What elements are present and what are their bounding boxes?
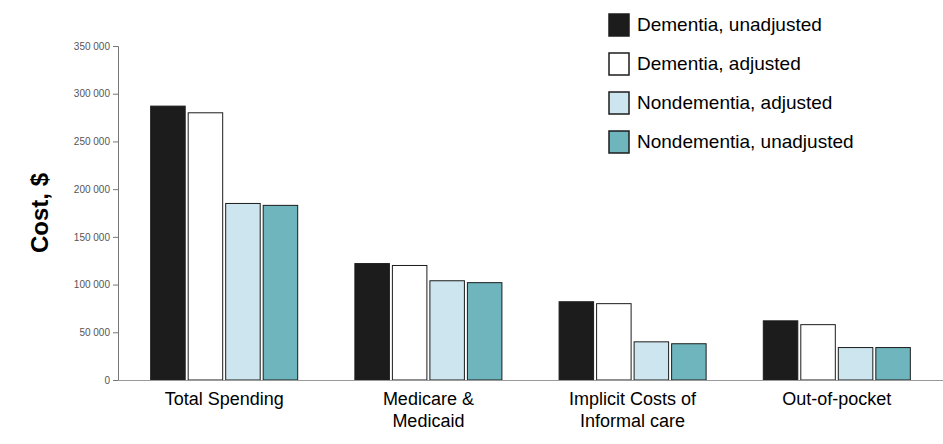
bar	[801, 325, 836, 380]
bar	[392, 265, 427, 380]
bar	[763, 321, 798, 380]
legend-label: Nondementia, unadjusted	[637, 131, 854, 152]
bar	[430, 281, 465, 380]
x-tick-label: Medicare &Medicaid	[383, 389, 474, 431]
bar	[226, 203, 261, 380]
bar	[597, 304, 632, 380]
y-tick: 50 000	[79, 327, 118, 338]
legend-label: Dementia, unadjusted	[637, 14, 822, 35]
y-tick-mark	[113, 237, 118, 238]
legend-label: Nondementia, adjusted	[637, 92, 832, 113]
x-tick: Medicare &Medicaid	[383, 389, 474, 431]
y-tick: 300 000	[74, 88, 118, 99]
chart: 0 50 000 100 000 150 000 200 000 250 000 300 0…	[0, 0, 943, 444]
bar	[876, 348, 911, 380]
y-tick-label: 250 000	[74, 136, 111, 147]
y-tick-mark	[113, 46, 118, 47]
bar	[559, 302, 594, 380]
x-tick: Out-of-pocket	[782, 389, 891, 409]
y-axis: 0 50 000 100 000 150 000 200 000 250 000 300 0…	[74, 41, 119, 386]
bar	[838, 348, 873, 380]
legend-label: Dementia, adjusted	[637, 53, 801, 74]
y-tick-label: 0	[104, 375, 110, 386]
y-tick-label: 50 000	[79, 327, 110, 338]
y-tick-mark	[113, 189, 118, 190]
legend-item: Nondementia, unadjusted	[609, 131, 854, 153]
bar	[263, 205, 298, 380]
bars	[151, 106, 911, 380]
x-tick-label: Out-of-pocket	[782, 389, 891, 409]
y-tick-label: 300 000	[74, 88, 111, 99]
legend-swatch	[609, 92, 629, 114]
x-tick: Implicit Costs ofInformal care	[569, 389, 697, 431]
y-axis-line	[113, 47, 119, 381]
y-tick-mark	[113, 141, 118, 142]
legend-swatch	[609, 131, 629, 153]
bar	[188, 113, 223, 380]
y-tick-label: 100 000	[74, 279, 111, 290]
y-axis-title: Cost, $	[26, 172, 53, 253]
bar	[634, 342, 669, 380]
y-tick-label: 200 000	[74, 184, 111, 195]
y-tick: 150 000	[74, 232, 118, 243]
x-tick: Total Spending	[165, 389, 284, 409]
legend: Dementia, unadjusted Dementia, adjusted No…	[609, 14, 854, 153]
y-tick: 0	[104, 375, 118, 386]
y-tick-mark	[113, 94, 118, 95]
x-tick-label: Total Spending	[165, 389, 284, 409]
y-tick: 350 000	[74, 41, 118, 52]
legend-item: Dementia, adjusted	[609, 53, 801, 75]
legend-swatch	[609, 14, 629, 36]
y-tick: 200 000	[74, 184, 118, 195]
y-tick-mark	[113, 285, 118, 286]
y-tick: 100 000	[74, 279, 118, 290]
bar	[672, 344, 707, 380]
legend-item: Nondementia, adjusted	[609, 92, 832, 114]
bar	[467, 283, 502, 380]
legend-item: Dementia, unadjusted	[609, 14, 822, 36]
y-tick-label: 150 000	[74, 232, 111, 243]
x-axis-line	[119, 380, 943, 381]
y-tick-mark	[113, 332, 118, 333]
legend-swatch	[609, 53, 629, 75]
y-tick: 250 000	[74, 136, 118, 147]
y-tick-label: 350 000	[74, 41, 111, 52]
x-axis: Total Spending Medicare &Medicaid Implicit…	[119, 381, 943, 432]
y-tick-mark	[113, 380, 118, 381]
bar	[355, 264, 390, 380]
x-tick-label: Implicit Costs ofInformal care	[569, 389, 697, 431]
bar	[151, 106, 186, 380]
